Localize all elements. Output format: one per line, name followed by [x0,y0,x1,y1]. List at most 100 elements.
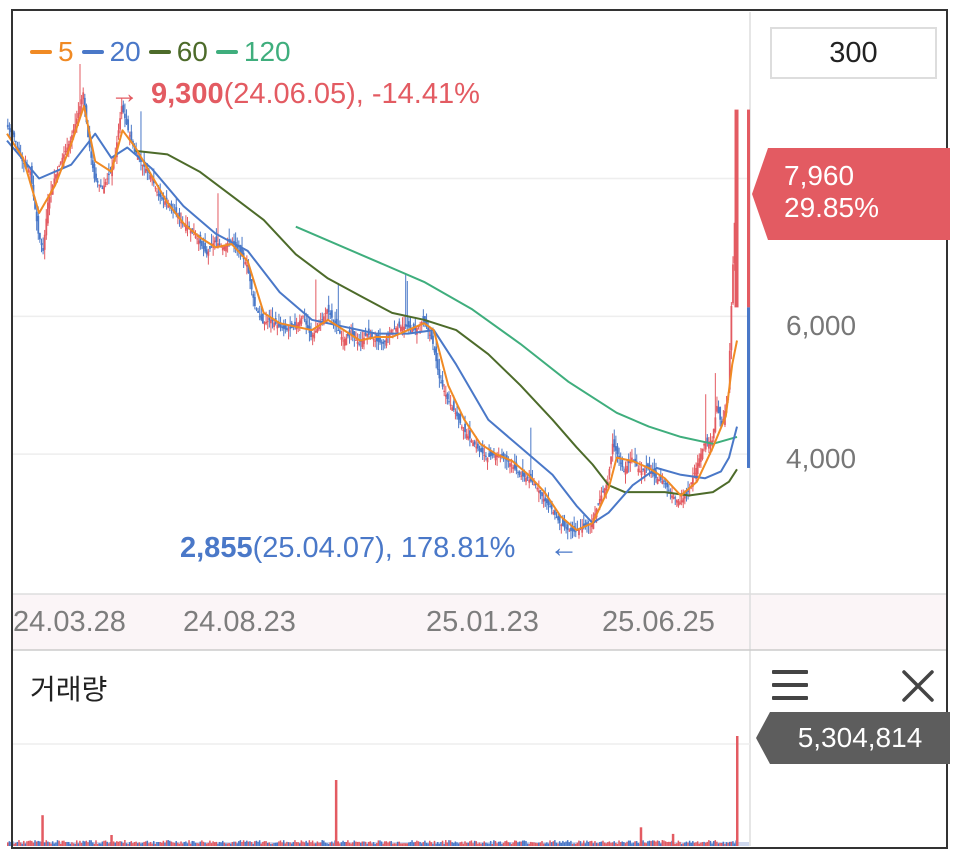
volume-bar [217,843,219,846]
volume-bar [677,840,680,846]
y-tick-6000: 6,000 [786,310,857,341]
close-icon[interactable] [900,668,936,704]
candle-body [411,328,414,334]
volume-bar [648,840,651,846]
volume-bar [157,842,160,846]
candle-body [103,185,105,194]
volume-bar [632,842,635,846]
volume-bar [542,843,545,846]
volume-bar [526,843,529,846]
period-input[interactable]: 300 [770,27,937,79]
volume-bar [549,840,551,846]
volume-bar [202,841,205,846]
volume-bar [223,842,226,846]
candle-body [619,462,622,464]
candle-body [549,506,551,508]
volume-bar [395,843,397,846]
candle-body [156,191,158,193]
volume-bar [589,841,591,846]
volume-bar [23,840,25,846]
candle-body [335,318,338,327]
volume-bar [631,843,633,846]
candle-body [690,482,693,484]
candle-body [124,113,126,119]
candle-body [47,202,49,224]
volume-bar [398,841,400,846]
legend-ma60[interactable]: 60 [148,36,208,68]
candle-body [667,489,670,491]
volume-bar [263,841,266,846]
candle-body [622,471,625,473]
volume-bar [534,842,537,846]
candle-body [436,359,439,370]
volume-bar [246,840,248,846]
volume-bar [218,841,221,846]
volume-bar [149,841,152,846]
candle-body [82,92,85,100]
volume-bar [684,842,686,846]
volume-bar [419,841,421,846]
volume-bar [59,843,62,846]
legend-ma5[interactable]: 5 [30,36,74,68]
current-change: 29.85% [784,192,879,223]
volume-bar [409,841,412,846]
volume-bar [339,843,341,846]
volume-bar [48,842,51,846]
candle-body [140,160,142,162]
candle-body [255,308,258,310]
volume-bar [56,840,59,846]
candle-body [186,227,189,230]
volume-bar [505,840,508,846]
candle-body [574,531,577,533]
candle-body [209,245,211,249]
candle-body [356,341,359,344]
candle-body [528,479,531,483]
candle-body [30,165,33,185]
candle-body [314,330,317,333]
volume-bar [555,842,558,846]
volume-bar [63,840,65,846]
candle-body [425,319,428,327]
volume-bar [165,840,168,846]
candle-body [414,326,417,331]
volume-bar [153,841,155,846]
legend-ma20[interactable]: 20 [81,36,141,68]
volume-bar [651,840,654,846]
candle-body [584,523,587,526]
candle-body [680,500,683,503]
candle-body [473,441,476,445]
candle-body [334,320,336,324]
volume-bar [201,840,203,846]
candle-body [675,499,678,503]
range-up-bar [747,109,750,308]
volume-bar [679,841,681,846]
volume-bar [401,843,404,846]
candle-body [655,470,657,479]
volume-bar [233,841,235,846]
volume-bar [573,843,575,846]
volume-bar [226,843,229,846]
candle-body [217,243,219,248]
candle-body [120,106,123,115]
candle-body [303,319,306,321]
candle-body [77,113,80,118]
low-value: 2,855 [180,532,253,564]
ma-legend: 5 20 60 120 [30,36,291,68]
candle-body [631,457,633,461]
candle-body [245,264,248,267]
volume-bar [124,840,126,846]
y-tick-4000: 4,000 [786,443,857,474]
candle-body [218,243,221,245]
candle-body [6,124,9,128]
volume-bar [473,840,476,846]
candle-body [701,448,704,460]
legend-ma120[interactable]: 120 [215,36,291,68]
candle-body [558,515,561,524]
volume-bar [194,842,197,846]
volume-bar [69,843,72,846]
candle-body [263,322,266,325]
hamburger-menu-icon[interactable] [772,670,808,700]
volume-bar [348,842,351,846]
volume-bar [393,843,396,846]
